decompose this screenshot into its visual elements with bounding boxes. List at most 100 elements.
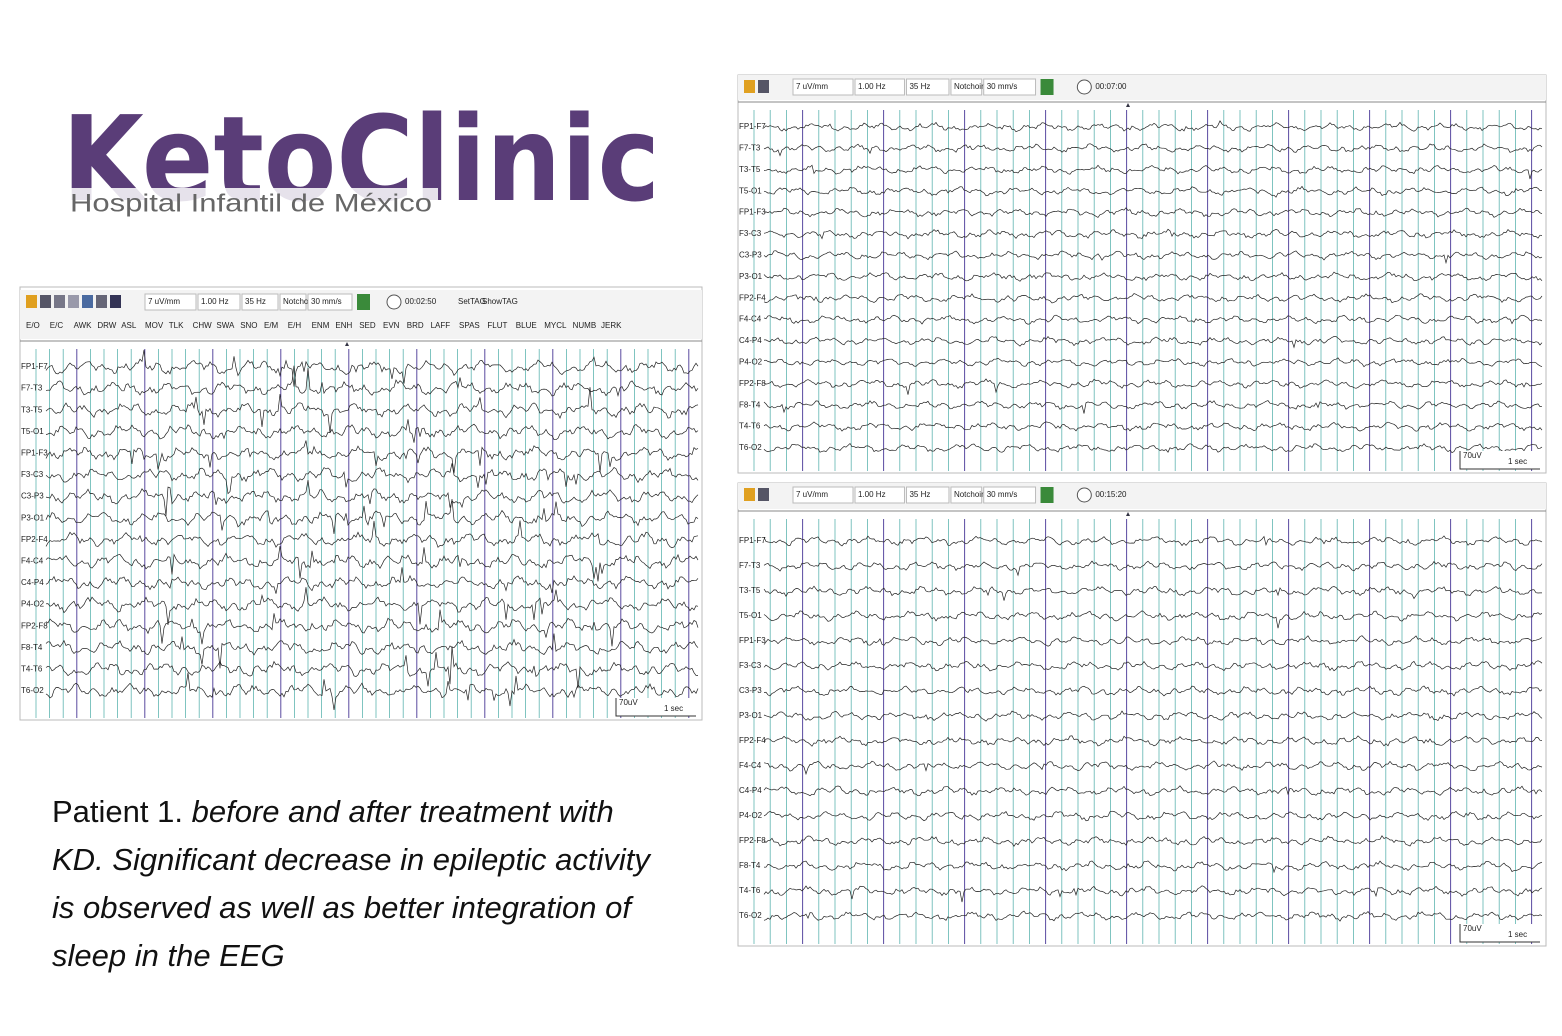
- channel-label: T3-T5: [739, 586, 761, 595]
- eeg-trace: [763, 760, 1543, 776]
- eeg-trace: [45, 440, 699, 474]
- event-button[interactable]: LAFF: [431, 321, 451, 330]
- event-button[interactable]: ENM: [312, 321, 330, 330]
- channel-label: FP1-F7: [739, 122, 766, 131]
- channel-label: T4-T6: [739, 886, 761, 895]
- event-button[interactable]: DRW: [97, 321, 116, 330]
- event-button[interactable]: NUMB: [573, 321, 597, 330]
- event-button[interactable]: CHW: [193, 321, 213, 330]
- tag-button[interactable]: ShowTAG: [482, 297, 518, 306]
- tag-button[interactable]: SetTAG: [458, 297, 486, 306]
- setting-box[interactable]: [241, 293, 279, 311]
- event-button[interactable]: EVN: [383, 321, 400, 330]
- event-button[interactable]: BLUE: [516, 321, 537, 330]
- setting-box[interactable]: [950, 486, 983, 504]
- toolbar-icon[interactable]: [758, 488, 769, 501]
- event-button[interactable]: SPAS: [459, 321, 480, 330]
- event-button[interactable]: FLUT: [487, 321, 507, 330]
- setting-box[interactable]: [905, 486, 950, 504]
- toolbar-icon[interactable]: [110, 295, 121, 308]
- setting-label: 35 Hz: [909, 490, 930, 499]
- event-button[interactable]: JERK: [601, 321, 622, 330]
- event-button[interactable]: BRD: [407, 321, 424, 330]
- setting-box[interactable]: [792, 486, 854, 504]
- channel-label: P3-O1: [21, 513, 45, 522]
- setting-box[interactable]: [905, 78, 950, 96]
- setting-label: 1.00 Hz: [858, 82, 886, 91]
- toolbar-icon[interactable]: [26, 295, 37, 308]
- setting-box[interactable]: [983, 486, 1037, 504]
- channel-label: T4-T6: [739, 422, 761, 431]
- elapsed-time: 00:02:50: [405, 297, 437, 306]
- event-button[interactable]: E/O: [26, 321, 40, 330]
- caption-text: before and after treatment with KD. Sign…: [52, 794, 650, 973]
- channel-label: FP1-F7: [21, 362, 48, 371]
- setting-box[interactable]: [144, 293, 197, 311]
- toolbar-icon[interactable]: [40, 295, 51, 308]
- event-button[interactable]: ENH: [335, 321, 352, 330]
- toolbar-icon[interactable]: [357, 294, 370, 310]
- eeg-trace: [763, 610, 1543, 629]
- eeg-trace: [763, 785, 1543, 797]
- clock-icon: [386, 294, 402, 310]
- eeg-trace: [45, 633, 699, 669]
- setting-box[interactable]: [307, 293, 353, 311]
- toolbar-icon[interactable]: [758, 80, 769, 93]
- panel-bg: [737, 74, 1547, 474]
- eeg-trace: [45, 546, 699, 582]
- event-button[interactable]: MOV: [145, 321, 164, 330]
- eeg-trace: [763, 185, 1543, 198]
- eeg-trace: [763, 735, 1543, 747]
- toolbar-icon[interactable]: [1040, 487, 1054, 503]
- eeg-trace: [763, 143, 1543, 157]
- setting-box[interactable]: [983, 78, 1037, 96]
- eeg-trace: [763, 910, 1543, 922]
- channel-label: T6-O2: [739, 443, 762, 452]
- setting-label: 30 mm/s: [311, 297, 342, 306]
- channel-label: FP2-F8: [739, 836, 766, 845]
- panel-bg: [19, 286, 703, 721]
- setting-label: 1.00 Hz: [201, 297, 229, 306]
- eeg-trace: [763, 357, 1543, 368]
- eeg-trace: [763, 685, 1543, 697]
- event-button[interactable]: TLK: [169, 321, 184, 330]
- channel-label: F4-C4: [739, 761, 762, 770]
- setting-box[interactable]: [197, 293, 241, 311]
- toolbar-icon[interactable]: [1040, 79, 1054, 95]
- toolbar-icon[interactable]: [744, 488, 755, 501]
- setting-box[interactable]: [854, 486, 905, 504]
- toolbar-icon[interactable]: [96, 295, 107, 308]
- setting-box[interactable]: [792, 78, 854, 96]
- channel-label: F7-T3: [739, 561, 761, 570]
- setting-box[interactable]: [854, 78, 905, 96]
- event-button[interactable]: E/H: [288, 321, 302, 330]
- channel-label: FP2-F4: [739, 736, 766, 745]
- toolbar-icon[interactable]: [744, 80, 755, 93]
- event-button[interactable]: E/C: [50, 321, 64, 330]
- eeg-trace: [763, 271, 1543, 282]
- eeg-trace: [763, 535, 1543, 547]
- event-button[interactable]: SWA: [216, 321, 235, 330]
- toolbar-icon[interactable]: [68, 295, 79, 308]
- toolbar-icon[interactable]: [82, 295, 93, 308]
- event-button[interactable]: SNO: [240, 321, 257, 330]
- event-button[interactable]: ASL: [121, 321, 137, 330]
- event-button[interactable]: E/M: [264, 321, 279, 330]
- event-button[interactable]: SED: [359, 321, 376, 330]
- channel-label: T5-O1: [739, 186, 762, 195]
- channel-label: FP1-F3: [21, 449, 48, 458]
- channel-label: FP2-F8: [21, 621, 48, 630]
- eeg-trace: [45, 609, 699, 647]
- setting-label: 7 uV/mm: [796, 82, 828, 91]
- toolbar-icon[interactable]: [54, 295, 65, 308]
- event-button[interactable]: MYCL: [544, 321, 567, 330]
- channel-label: FP1-F3: [739, 208, 766, 217]
- setting-box[interactable]: [950, 78, 983, 96]
- channel-label: FP2-F8: [739, 379, 766, 388]
- channel-label: F7-T3: [739, 144, 761, 153]
- scale-bg: [1460, 924, 1542, 942]
- event-button[interactable]: AWK: [74, 321, 93, 330]
- channel-label: F8-T4: [739, 861, 761, 870]
- setting-box[interactable]: [279, 293, 307, 311]
